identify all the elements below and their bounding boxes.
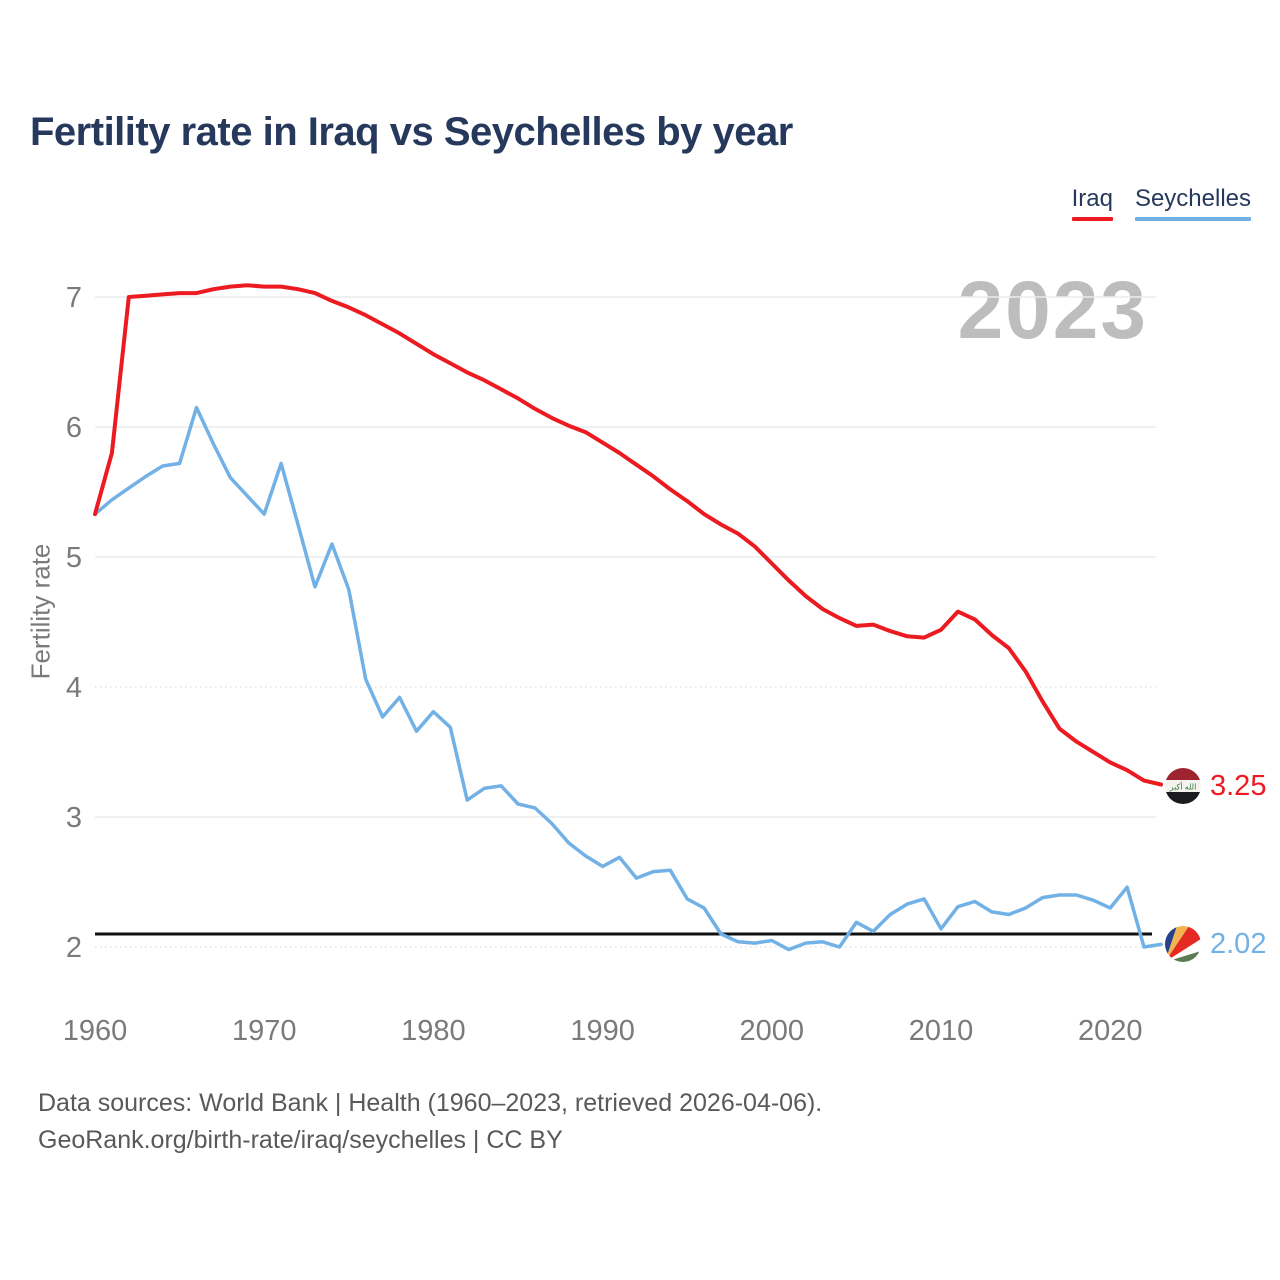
y-tick-label-5: 5	[66, 542, 82, 574]
seychelles-flag-icon	[1165, 926, 1201, 962]
legend-label-iraq: Iraq	[1071, 185, 1113, 212]
footer-data-sources: Data sources: World Bank | Health (1960–…	[38, 1089, 823, 1117]
iraq-flag-icon: الله أكبر	[1165, 768, 1201, 804]
iraq-end-label: الله أكبر 3.25	[1165, 768, 1266, 804]
x-tick-label-1970: 1970	[232, 1015, 297, 1047]
x-tick-label-2000: 2000	[740, 1015, 805, 1047]
seychelles-end-label: 2.02	[1165, 926, 1266, 962]
legend-item-iraq[interactable]: Iraq	[1071, 185, 1113, 221]
legend-color-bar-seychelles	[1134, 217, 1251, 221]
footer: Data sources: World Bank | Health (1960–…	[38, 1085, 822, 1159]
x-tick-label-1990: 1990	[570, 1015, 635, 1047]
year-watermark: 2023	[957, 265, 1148, 356]
x-tick-label-1980: 1980	[401, 1015, 466, 1047]
footer-attribution: GeoRank.org/birth-rate/iraq/seychelles |…	[38, 1126, 563, 1154]
y-tick-label-4: 4	[66, 672, 82, 704]
seychelles-end-value: 2.02	[1210, 927, 1267, 960]
svg-text:الله أكبر: الله أكبر	[1169, 781, 1197, 792]
series-line-seychelles[interactable]	[93, 405, 1163, 952]
page-title: Fertility rate in Iraq vs Seychelles by …	[30, 110, 793, 154]
y-tick-label-2: 2	[66, 932, 82, 964]
legend-color-bar-iraq	[1071, 217, 1113, 221]
series-line-iraq[interactable]	[93, 283, 1163, 787]
y-tick-label-6: 6	[66, 412, 82, 444]
x-tick-label-2010: 2010	[909, 1015, 974, 1047]
iraq-end-value: 3.25	[1210, 769, 1267, 802]
y-tick-label-3: 3	[66, 802, 82, 834]
y-tick-label-7: 7	[66, 282, 82, 314]
legend-item-seychelles[interactable]: Seychelles	[1134, 185, 1251, 221]
x-tick-label-1960: 1960	[63, 1015, 128, 1047]
x-tick-label-2020: 2020	[1078, 1015, 1143, 1047]
y-axis-title: Fertility rate	[25, 543, 56, 680]
legend-label-seychelles: Seychelles	[1134, 185, 1251, 212]
legend: Iraq Seychelles	[1071, 185, 1251, 221]
